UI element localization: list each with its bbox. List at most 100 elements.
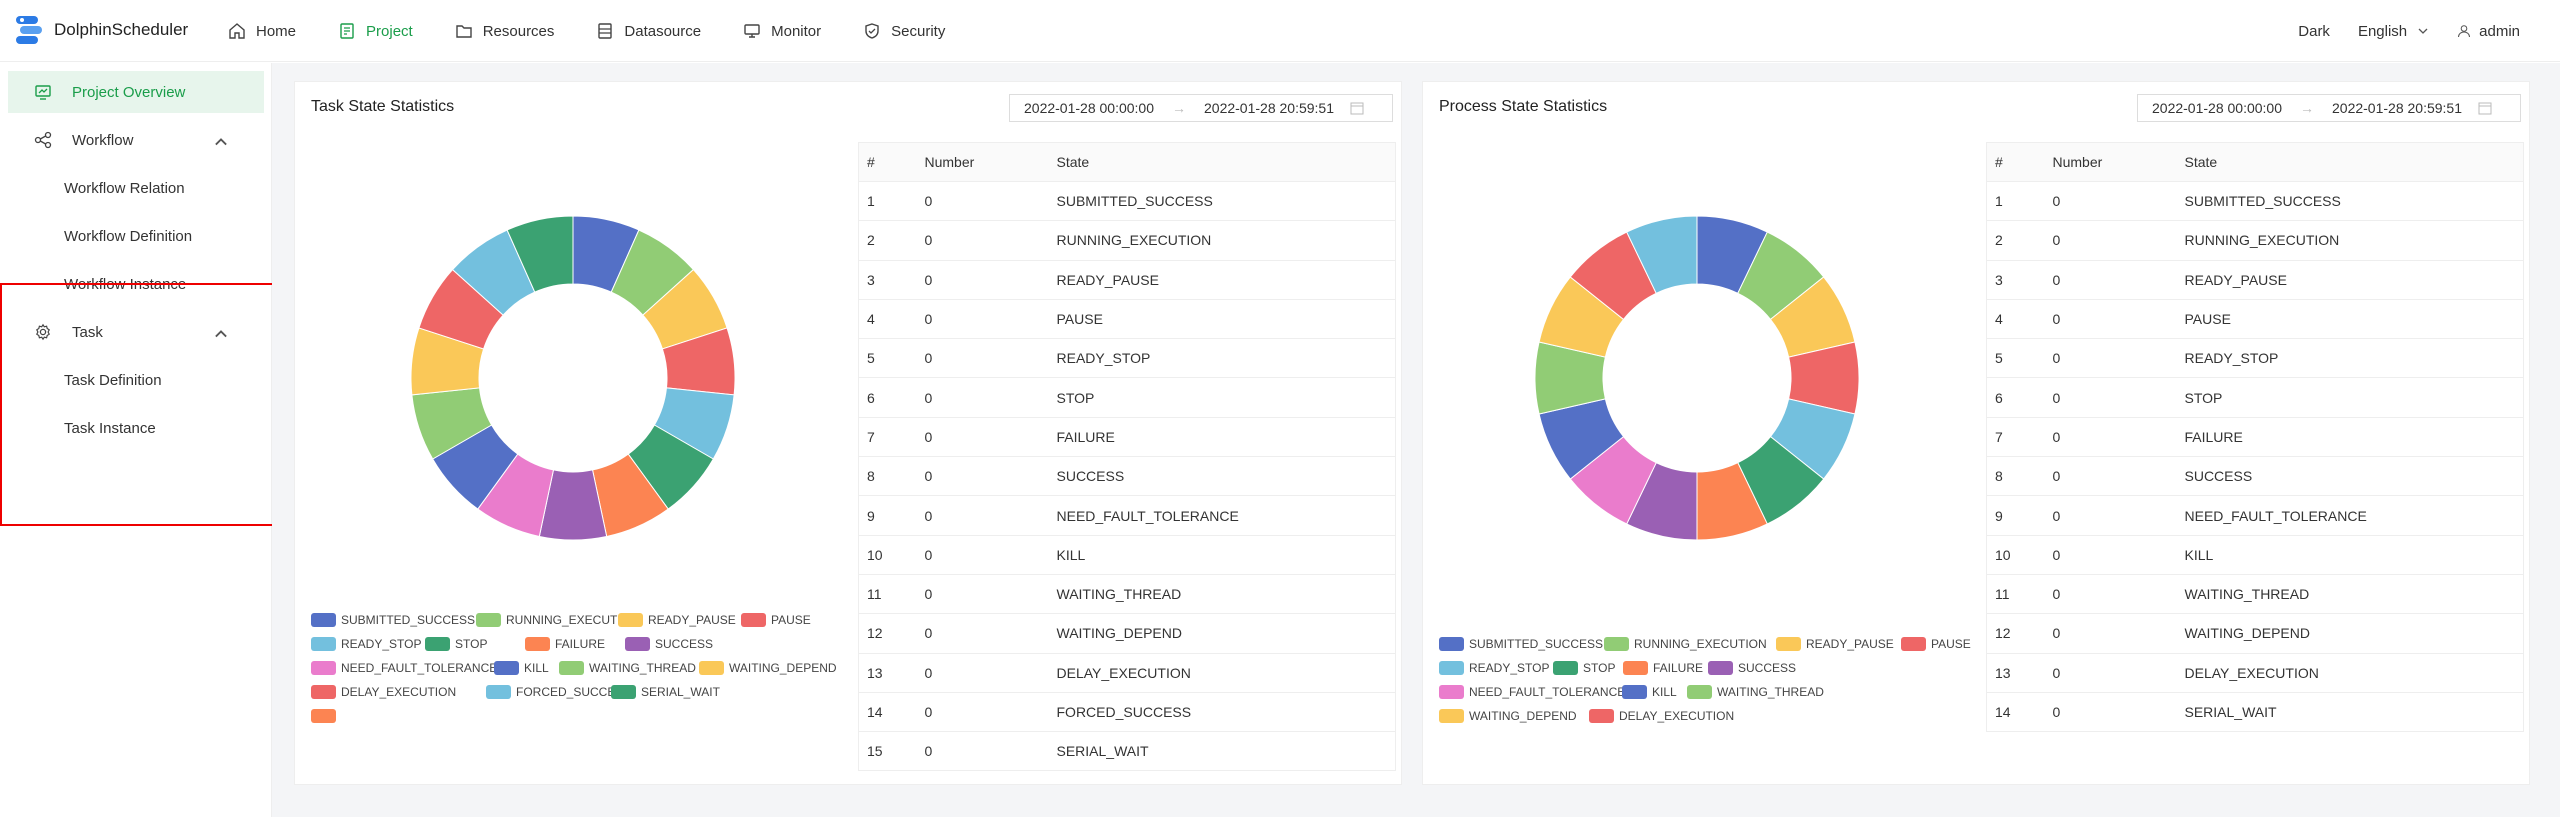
legend-item[interactable]: FAILURE bbox=[525, 637, 605, 651]
legend-swatch bbox=[525, 637, 550, 651]
sidebar-item-label: Task Instance bbox=[64, 419, 156, 437]
legend-label: READY_PAUSE bbox=[648, 613, 736, 627]
table-row: 2 0 RUNNING_EXECUTION bbox=[858, 220, 1396, 261]
legend-label: RUNNING_EXECUTION bbox=[506, 613, 639, 627]
row-state: SUCCESS bbox=[1048, 456, 1396, 497]
chevron-down-icon bbox=[2418, 28, 2428, 34]
legend-item[interactable]: NEED_FAULT_TOLERANCE bbox=[1439, 685, 1625, 699]
legend-swatch bbox=[476, 613, 501, 627]
legend-label: RUNNING_EXECUTION bbox=[1634, 637, 1767, 651]
sidebar-item-task-instance[interactable]: Task Instance bbox=[8, 407, 264, 449]
legend-swatch bbox=[625, 637, 650, 651]
row-state: RUNNING_EXECUTION bbox=[2176, 220, 2524, 261]
row-number: 0 bbox=[916, 260, 1049, 300]
sidebar-item-task[interactable]: Task bbox=[8, 311, 264, 353]
nav-security[interactable]: Security bbox=[863, 0, 945, 62]
sidebar-item-workflow-relation[interactable]: Workflow Relation bbox=[8, 167, 264, 209]
table-row: 3 0 READY_PAUSE bbox=[858, 260, 1396, 300]
legend-label: READY_STOP bbox=[1469, 661, 1550, 675]
legend-item[interactable]: STOP bbox=[425, 637, 487, 651]
legend-item[interactable]: FORCED_SUCCESS bbox=[486, 685, 631, 699]
legend-item[interactable]: DELAY_EXECUTION bbox=[311, 685, 456, 699]
nav-project[interactable]: Project bbox=[338, 0, 413, 62]
table-header-row: # Number State bbox=[858, 142, 1396, 182]
legend-item[interactable]: RUNNING_EXECUTION bbox=[1604, 637, 1767, 651]
row-number: 0 bbox=[916, 377, 1049, 418]
row-number: 0 bbox=[2044, 495, 2177, 536]
legend-item[interactable]: WAITING_DEPEND bbox=[1439, 709, 1577, 723]
legend-item[interactable]: DELAY_EXECUTION bbox=[1589, 709, 1734, 723]
legend-item[interactable]: SERIAL_WAIT bbox=[611, 685, 720, 699]
legend-item[interactable]: WAITING_THREAD bbox=[1687, 685, 1824, 699]
row-state: READY_STOP bbox=[1048, 338, 1396, 379]
sidebar-item-label: Project Overview bbox=[72, 83, 186, 101]
nav-monitor[interactable]: Monitor bbox=[743, 0, 821, 62]
legend-item[interactable]: PAUSE bbox=[741, 613, 811, 627]
start-date: 2022-01-28 00:00:00 bbox=[2152, 100, 2282, 116]
legend-item[interactable]: READY_STOP bbox=[1439, 661, 1549, 675]
row-number: 0 bbox=[916, 692, 1049, 733]
nav-home[interactable]: Home bbox=[228, 0, 296, 62]
legend-item[interactable]: READY_STOP bbox=[311, 637, 421, 651]
legend-item[interactable]: WAITING_THREAD bbox=[559, 661, 696, 675]
shield-icon bbox=[865, 23, 879, 39]
legend-item[interactable]: SUBMITTED_SUCCESS bbox=[1439, 637, 1603, 651]
legend-item[interactable]: SUCCESS bbox=[625, 637, 713, 651]
legend-label: STOP bbox=[1583, 661, 1616, 675]
pie-slice[interactable] bbox=[506, 215, 574, 293]
task-state-pie-chart bbox=[410, 215, 736, 541]
date-range-picker[interactable]: 2022-01-28 00:00:00 → 2022-01-28 20:59:5… bbox=[2137, 94, 2521, 122]
row-number: 0 bbox=[916, 299, 1049, 340]
legend-swatch bbox=[311, 613, 336, 627]
legend-label: STOP bbox=[455, 637, 488, 651]
table-header-row: # Number State bbox=[1986, 142, 2524, 182]
table-row: 12 0 WAITING_DEPEND bbox=[1986, 613, 2524, 654]
legend-label: KILL bbox=[1652, 685, 1677, 699]
row-index: 1 bbox=[1986, 181, 2045, 222]
legend-item[interactable]: READY_PAUSE bbox=[1776, 637, 1894, 651]
legend-item[interactable]: KILL bbox=[494, 661, 549, 675]
legend-item[interactable]: WAITING_DEPEND bbox=[699, 661, 837, 675]
legend-item[interactable]: KILL bbox=[1622, 685, 1677, 699]
legend-swatch bbox=[1622, 685, 1647, 699]
legend-item[interactable] bbox=[311, 709, 341, 723]
legend-item[interactable]: SUCCESS bbox=[1708, 661, 1796, 675]
pie-slice[interactable] bbox=[1626, 215, 1698, 294]
row-index: 14 bbox=[858, 692, 917, 733]
row-index: 13 bbox=[1986, 653, 2045, 693]
date-range-picker[interactable]: 2022-01-28 00:00:00 → 2022-01-28 20:59:5… bbox=[1009, 94, 1393, 122]
user-menu[interactable]: admin bbox=[2457, 23, 2520, 40]
legend-item[interactable]: RUNNING_EXECUTION bbox=[476, 613, 639, 627]
theme-toggle[interactable]: Dark bbox=[2298, 22, 2330, 40]
row-index: 2 bbox=[858, 220, 917, 261]
main-content: Task State Statistics 2022-01-28 00:00:0… bbox=[272, 63, 2560, 817]
sidebar-item-task-definition[interactable]: Task Definition bbox=[8, 359, 264, 401]
row-number: 0 bbox=[2044, 181, 2177, 222]
sidebar-item-project-overview[interactable]: Project Overview bbox=[8, 71, 264, 113]
sidebar-item-workflow[interactable]: Workflow bbox=[8, 119, 264, 161]
row-state: SERIAL_WAIT bbox=[1048, 731, 1396, 772]
logo[interactable]: DolphinScheduler bbox=[12, 12, 188, 48]
legend-item[interactable]: SUBMITTED_SUCCESS bbox=[311, 613, 475, 627]
sidebar-item-workflow-definition[interactable]: Workflow Definition bbox=[8, 215, 264, 257]
nav-datasource[interactable]: Datasource bbox=[596, 0, 701, 62]
legend-item[interactable]: READY_PAUSE bbox=[618, 613, 736, 627]
row-state: WAITING_THREAD bbox=[2176, 574, 2524, 615]
nav-resources[interactable]: Resources bbox=[455, 0, 554, 62]
legend-swatch bbox=[1901, 637, 1926, 651]
language-select[interactable]: English bbox=[2358, 23, 2429, 40]
legend-item[interactable]: FAILURE bbox=[1623, 661, 1703, 675]
row-index: 5 bbox=[858, 338, 917, 379]
table-row: 13 0 DELAY_EXECUTION bbox=[858, 653, 1396, 693]
legend-item[interactable]: PAUSE bbox=[1901, 637, 1971, 651]
legend-label: FAILURE bbox=[1653, 661, 1704, 675]
row-number: 0 bbox=[2044, 220, 2177, 261]
task-chart-legend: SUBMITTED_SUCCESS RUNNING_EXECUTION READY_… bbox=[311, 613, 851, 733]
legend-label: KILL bbox=[524, 661, 549, 675]
row-index: 15 bbox=[858, 731, 917, 772]
legend-item[interactable]: NEED_FAULT_TOLERANCE bbox=[311, 661, 497, 675]
user-icon bbox=[2458, 25, 2471, 38]
legend-item[interactable]: STOP bbox=[1553, 661, 1615, 675]
row-state: STOP bbox=[2176, 377, 2524, 418]
row-state: SERIAL_WAIT bbox=[2176, 692, 2524, 733]
